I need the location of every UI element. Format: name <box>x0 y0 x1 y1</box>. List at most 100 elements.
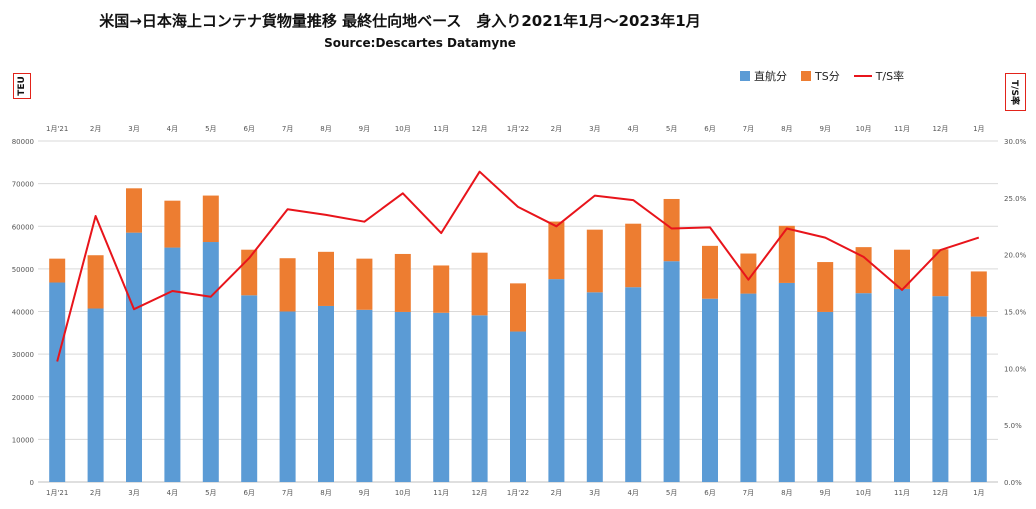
y-tick-label: 70000 <box>12 181 34 189</box>
bar-direct <box>510 331 526 482</box>
bar-ts <box>817 262 834 312</box>
y-axis-label-left: TEU <box>13 73 31 99</box>
bar-ts <box>202 195 219 243</box>
bar-direct <box>394 311 411 482</box>
bar-ts <box>318 251 334 306</box>
x-tick-label: 6月 <box>243 489 254 497</box>
bar-direct <box>49 282 66 482</box>
x-tick-label: 6月 <box>704 489 715 497</box>
y-tick-label: 10000 <box>12 436 34 444</box>
y-tick-label: 0 <box>30 479 34 487</box>
x-tick-label-top: 10月 <box>856 125 872 133</box>
x-tick-label: 9月 <box>359 489 370 497</box>
bar-direct <box>318 305 334 482</box>
x-tick-label: 2月 <box>90 489 101 497</box>
x-tick-label: 10月 <box>395 489 411 497</box>
x-tick-label: 5月 <box>666 489 677 497</box>
x-tick-label: 2月 <box>551 489 562 497</box>
x-tick-label: 5月 <box>205 489 216 497</box>
x-tick-label: 3月 <box>589 489 600 497</box>
x-tick-label-top: 9月 <box>359 125 370 133</box>
x-tick-label-top: 2月 <box>551 125 562 133</box>
x-tick-label-top: 1月'21 <box>46 125 68 133</box>
x-tick-label: 1月'22 <box>507 489 529 497</box>
y2-tick-label: 20.0% <box>1004 252 1027 260</box>
bar-ts <box>433 265 450 313</box>
x-tick-label-top: 12月 <box>472 125 488 133</box>
bar-ts <box>510 283 526 332</box>
bar-ts <box>126 188 142 233</box>
bar-ts <box>702 245 718 299</box>
bar-direct <box>625 287 642 482</box>
x-tick-label: 7月 <box>743 489 754 497</box>
bar-ts <box>49 258 66 283</box>
x-tick-label-top: 5月 <box>666 125 677 133</box>
x-tick-label-top: 7月 <box>282 125 293 133</box>
bar-direct <box>702 298 718 482</box>
bar-ts <box>932 249 949 297</box>
bar-direct <box>241 295 258 482</box>
x-tick-label: 1月'21 <box>46 489 68 497</box>
legend-swatch-ts <box>801 71 811 81</box>
y2-tick-label: 10.0% <box>1004 365 1027 373</box>
chart-legend: 直航分 TS分 T/S率 <box>740 68 904 84</box>
bar-ts <box>663 198 680 262</box>
legend-swatch-ts-rate <box>853 75 872 77</box>
x-tick-label: 4月 <box>627 489 638 497</box>
bar-direct <box>471 315 488 482</box>
x-tick-label: 3月 <box>128 489 139 497</box>
y2-tick-label: 30.0% <box>1004 138 1027 146</box>
legend-label-direct: 直航分 <box>754 70 787 83</box>
bar-ts <box>855 247 872 294</box>
x-tick-label-top: 11月 <box>433 125 449 133</box>
bar-direct <box>932 296 949 482</box>
x-tick-label: 4月 <box>167 489 178 497</box>
x-tick-label-top: 5月 <box>205 125 216 133</box>
bar-direct <box>894 288 910 482</box>
x-tick-label: 12月 <box>472 489 488 497</box>
x-tick-label-top: 8月 <box>781 125 792 133</box>
legend-label-ts-rate: T/S率 <box>875 70 905 83</box>
bar-ts <box>164 200 181 248</box>
legend-item-direct: 直航分 <box>740 68 787 84</box>
x-tick-label-top: 3月 <box>128 125 139 133</box>
bar-ts <box>87 255 104 309</box>
bar-direct <box>87 308 104 482</box>
bar-direct <box>970 316 987 482</box>
bar-ts <box>356 258 373 310</box>
bar-ts <box>778 225 795 283</box>
x-tick-label-top: 8月 <box>320 125 331 133</box>
y-tick-label: 20000 <box>12 394 34 402</box>
bar-direct <box>740 293 757 482</box>
bar-direct <box>586 292 603 482</box>
line-ts-rate <box>56 170 980 362</box>
y-tick-label: 30000 <box>12 351 34 359</box>
x-tick-label: 8月 <box>781 489 792 497</box>
legend-swatch-direct <box>740 71 750 81</box>
bar-ts <box>625 223 642 288</box>
y2-tick-label: 0.0% <box>1004 479 1022 487</box>
chart-subtitle: Source:Descartes Datamyne <box>324 36 516 50</box>
legend-item-ts: TS分 <box>801 68 840 84</box>
bar-direct <box>817 311 834 482</box>
bar-ts <box>740 253 757 294</box>
x-tick-label-top: 2月 <box>90 125 101 133</box>
bar-direct <box>548 279 565 482</box>
x-tick-label: 1月 <box>973 489 984 497</box>
x-tick-label-top: 6月 <box>243 125 254 133</box>
bar-ts <box>548 221 565 280</box>
y-axis-label-right: T/S率 <box>1005 73 1026 111</box>
x-tick-label-top: 4月 <box>167 125 178 133</box>
x-tick-label-top: 11月 <box>894 125 910 133</box>
x-tick-label-top: 7月 <box>743 125 754 133</box>
legend-item-ts-rate: T/S率 <box>853 68 905 84</box>
legend-label-ts: TS分 <box>815 70 840 83</box>
x-tick-label: 10月 <box>856 489 872 497</box>
bar-ts <box>586 229 603 293</box>
y2-tick-label: 25.0% <box>1004 195 1027 203</box>
chart-title: 米国→日本海上コンテナ貨物量推移 最終仕向地ベース 身入り2021年1月～202… <box>99 12 701 30</box>
x-tick-label-top: 3月 <box>589 125 600 133</box>
x-tick-label-top: 1月 <box>973 125 984 133</box>
bar-direct <box>126 232 142 482</box>
y-tick-label: 80000 <box>12 138 34 146</box>
